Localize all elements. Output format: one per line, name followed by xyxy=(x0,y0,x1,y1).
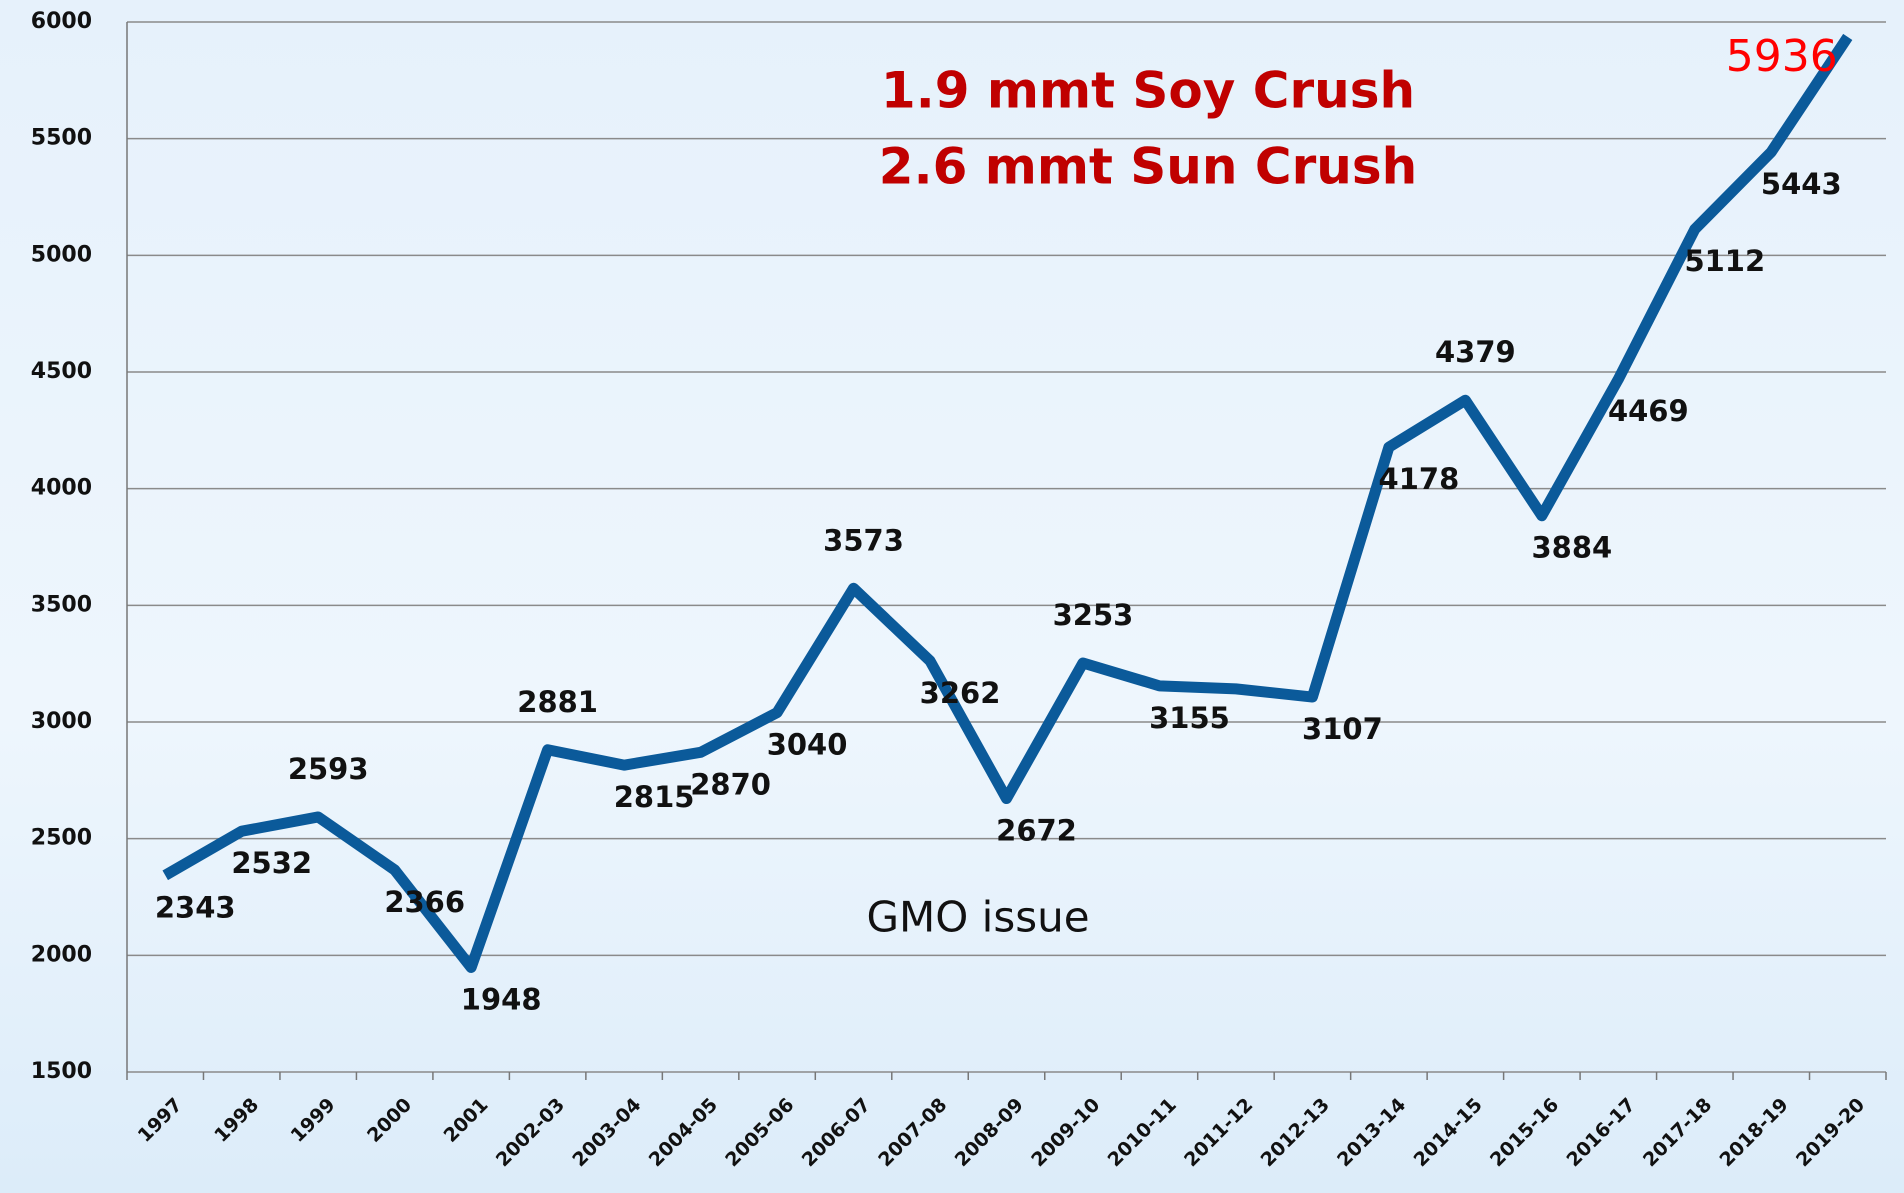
data-label: 5443 xyxy=(1761,167,1842,201)
data-label: 3155 xyxy=(1149,701,1230,735)
data-label: 2870 xyxy=(690,767,771,801)
data-label: 3262 xyxy=(920,676,1001,710)
data-label: 4178 xyxy=(1379,462,1460,496)
chart: 1.9 mmt Soy Crush 2.6 mmt Sun Crush GMO … xyxy=(0,0,1904,1193)
data-label: 2343 xyxy=(155,890,236,924)
x-tick-label: 2017-18 xyxy=(1639,1094,1716,1171)
y-tick-label: 5500 xyxy=(31,126,92,151)
data-label: 2672 xyxy=(996,814,1077,848)
x-tick-label: 2013-14 xyxy=(1333,1094,1410,1171)
x-tick-label: 1998 xyxy=(210,1094,263,1147)
x-tick-label: 2001 xyxy=(440,1094,493,1147)
x-tick-label: 2005-06 xyxy=(721,1094,798,1171)
data-label: 2366 xyxy=(384,885,465,919)
data-label: 5936 xyxy=(1726,31,1838,82)
annotation: 1.9 mmt Soy Crush xyxy=(881,62,1415,120)
y-tick-label: 6000 xyxy=(31,9,92,34)
y-tick-label: 3000 xyxy=(31,709,92,734)
x-tick-label: 2007-08 xyxy=(874,1094,951,1171)
x-tick-label: 2018-19 xyxy=(1715,1094,1792,1171)
y-tick-label: 4500 xyxy=(31,359,92,384)
x-tick-label: 2003-04 xyxy=(568,1094,645,1171)
data-label: 5112 xyxy=(1684,244,1765,278)
x-tick-label: 2015-16 xyxy=(1486,1094,1563,1171)
data-label: 3884 xyxy=(1531,531,1612,565)
data-label: 2532 xyxy=(231,846,312,880)
x-tick-label: 2000 xyxy=(363,1094,416,1147)
x-tick-label: 2006-07 xyxy=(798,1094,875,1171)
y-tick-label: 5000 xyxy=(31,242,92,267)
x-tick-label: 2004-05 xyxy=(645,1094,722,1171)
y-tick-label: 2500 xyxy=(31,826,92,851)
data-label: 3040 xyxy=(767,728,848,762)
x-tick-label: 2009-10 xyxy=(1027,1094,1104,1171)
x-tick-label: 1999 xyxy=(287,1094,340,1147)
x-tick-label: 2016-17 xyxy=(1563,1094,1640,1171)
data-label: 4469 xyxy=(1608,394,1689,428)
x-tick-label: 1997 xyxy=(134,1094,187,1147)
x-tick-label: 2014-15 xyxy=(1410,1094,1487,1171)
x-tick-label: 2019-20 xyxy=(1792,1094,1869,1171)
y-tick-label: 2000 xyxy=(31,942,92,967)
y-tick-label: 1500 xyxy=(31,1059,92,1084)
data-label: 4379 xyxy=(1435,335,1516,369)
x-tick-label: 2011-12 xyxy=(1180,1094,1257,1171)
data-label: 2881 xyxy=(517,685,598,719)
data-label: 3253 xyxy=(1053,598,1134,632)
y-tick-label: 3500 xyxy=(31,592,92,617)
annotation: GMO issue xyxy=(866,893,1089,942)
x-tick-label: 2012-13 xyxy=(1257,1094,1334,1171)
data-label: 3573 xyxy=(823,523,904,557)
x-tick-label: 2008-09 xyxy=(951,1094,1028,1171)
data-label: 2593 xyxy=(288,752,369,786)
data-label: 2815 xyxy=(614,780,695,814)
y-tick-label: 4000 xyxy=(31,476,92,501)
x-tick-label: 2010-11 xyxy=(1104,1094,1181,1171)
x-tick-label: 2002-03 xyxy=(492,1094,569,1171)
data-label: 3107 xyxy=(1302,712,1383,746)
data-label: 1948 xyxy=(461,982,542,1016)
annotation: 2.6 mmt Sun Crush xyxy=(879,138,1417,196)
